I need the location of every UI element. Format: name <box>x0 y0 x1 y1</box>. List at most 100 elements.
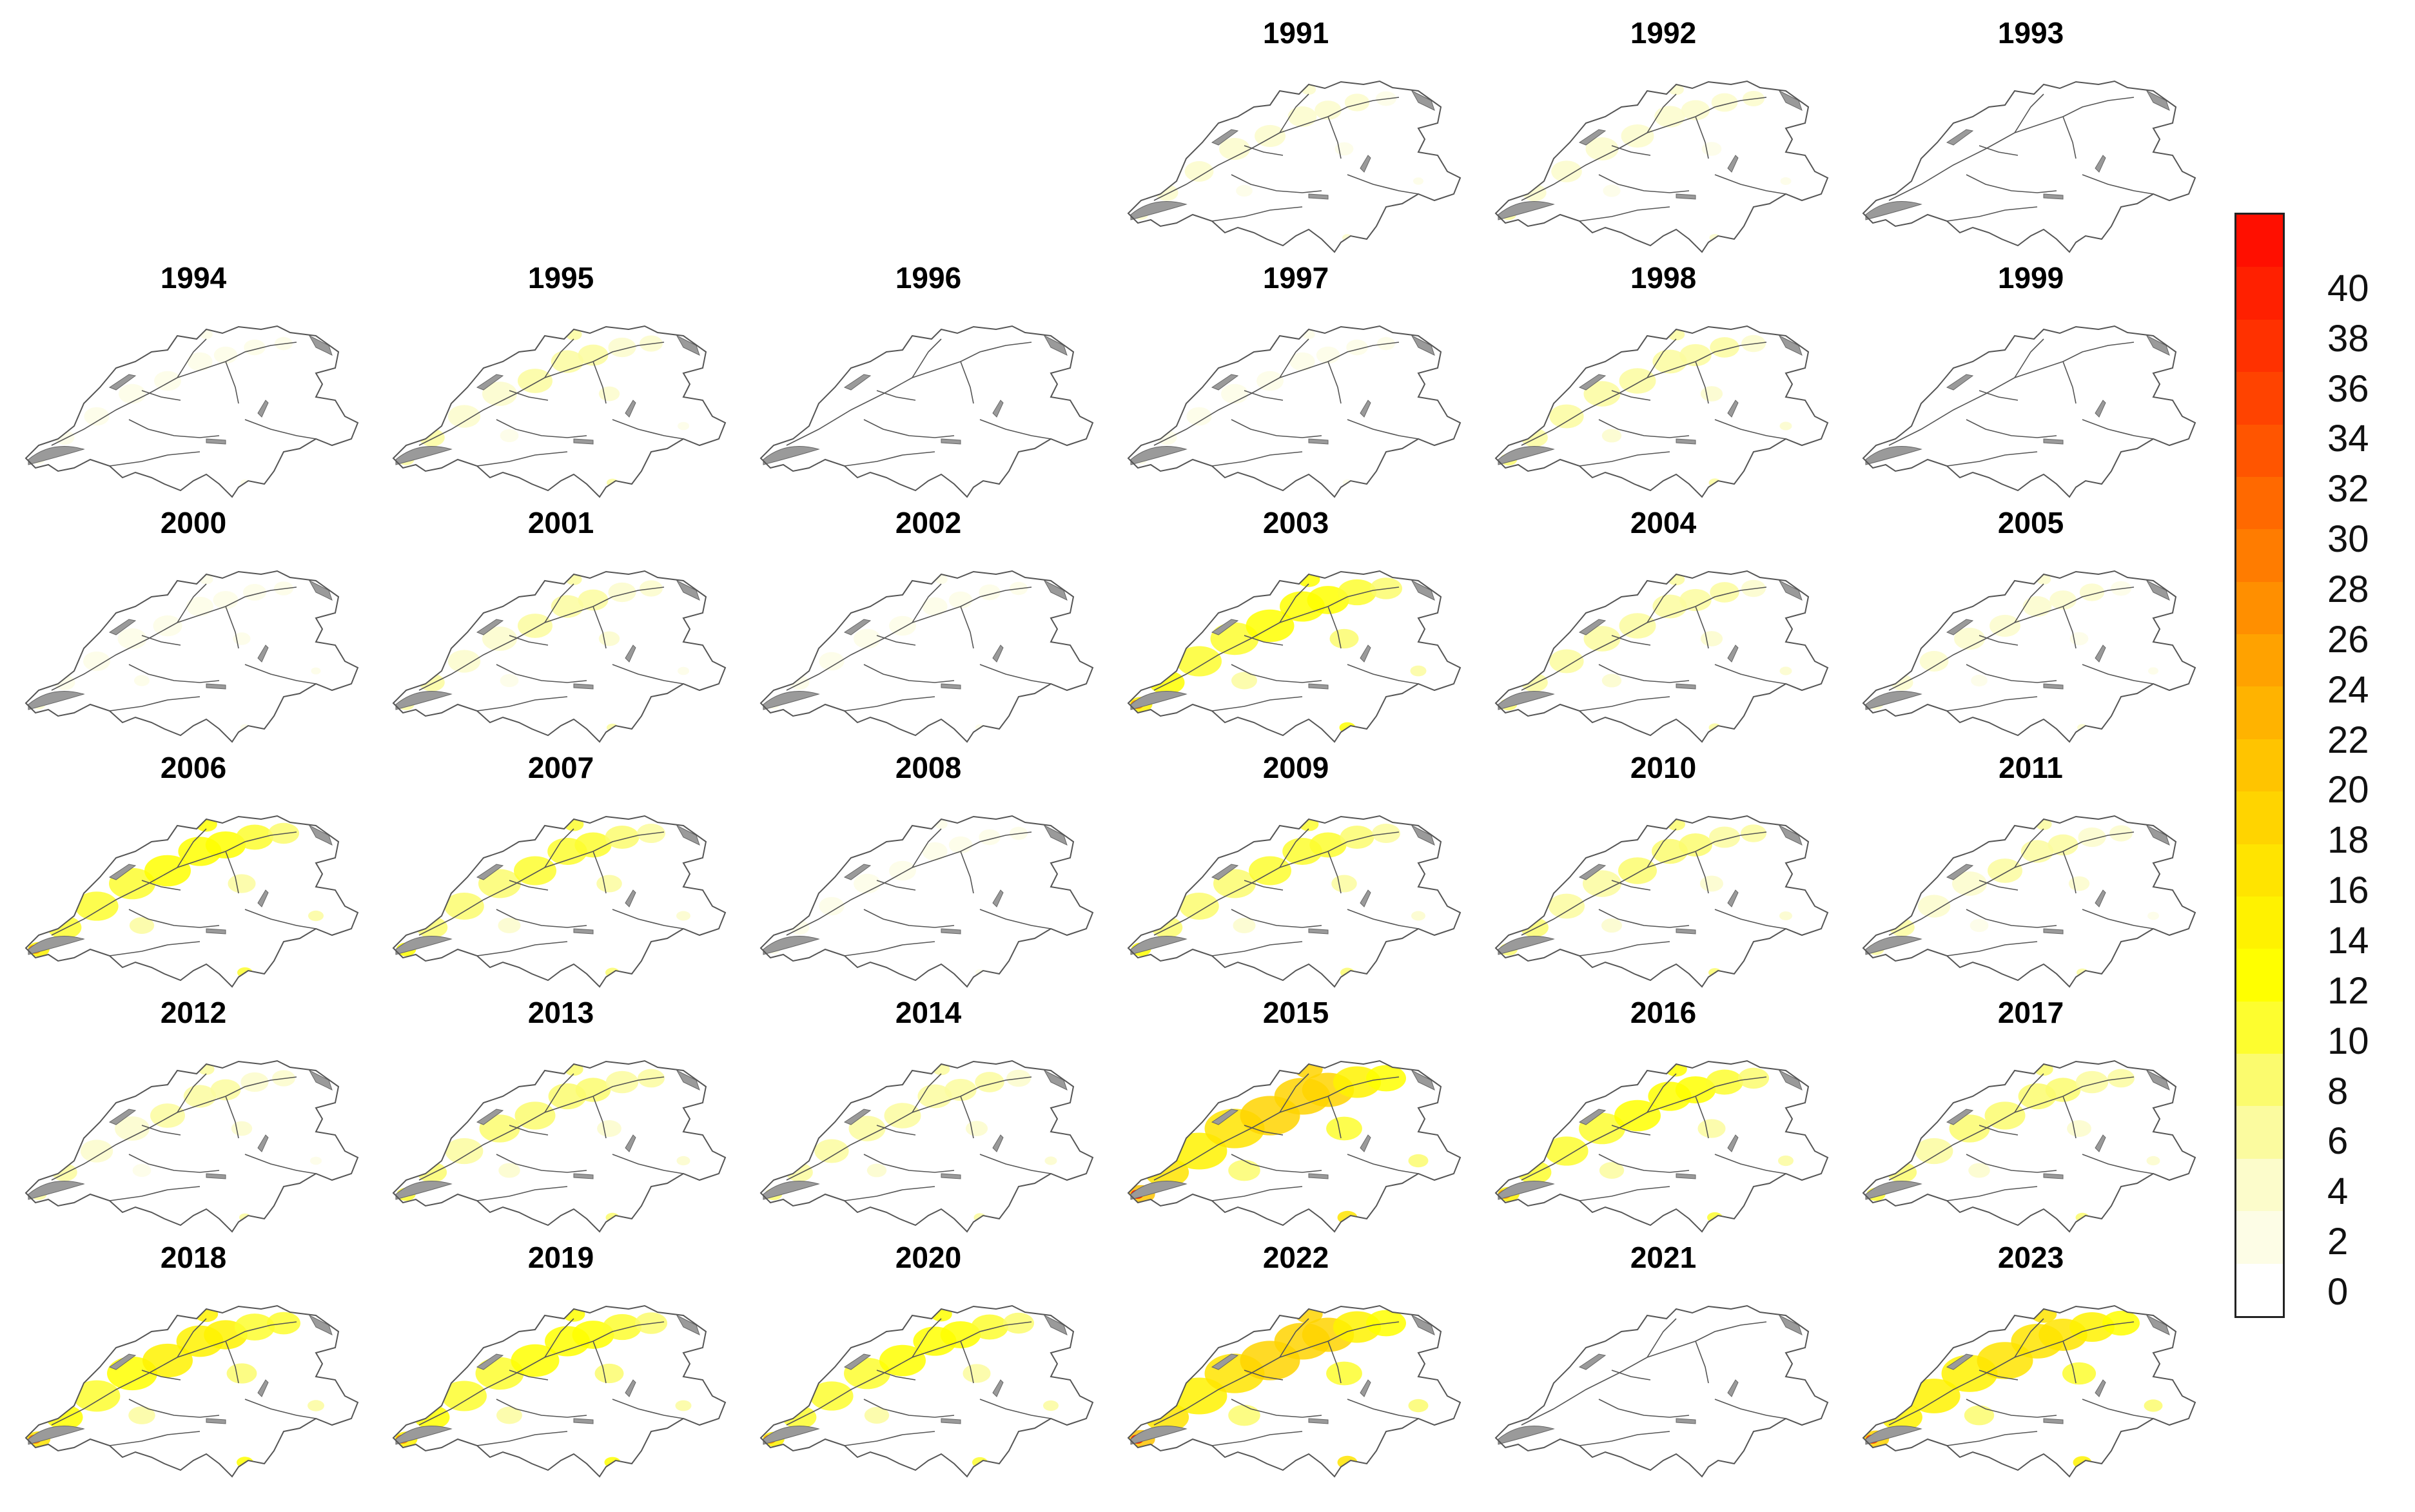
river-line <box>979 664 1051 684</box>
heat-patch <box>84 407 110 426</box>
heat-patch <box>210 1079 241 1101</box>
heat-patch <box>119 383 146 404</box>
heat-patch <box>1184 161 1214 182</box>
lake-shape <box>395 1426 453 1445</box>
heat-layer <box>767 819 1028 976</box>
river-line <box>1714 419 1786 440</box>
heat-patch <box>1988 858 2022 883</box>
heat-patch <box>1289 352 1315 371</box>
lake-shape <box>1727 155 1739 173</box>
river-line <box>1888 1096 2064 1181</box>
heat-patch <box>965 1121 988 1136</box>
map-panel-2008: 2008 <box>748 751 1109 996</box>
river-line <box>979 909 1051 929</box>
lake-shape <box>1865 1426 1922 1445</box>
switzerland-map <box>24 1060 359 1233</box>
colorbar-segment <box>2236 581 2283 635</box>
lake-shape <box>573 1418 594 1424</box>
river-line <box>912 828 942 868</box>
river-line <box>1211 1431 1303 1446</box>
colorbar-segment <box>2236 529 2283 583</box>
map-panel-2003: 2003 <box>1115 506 1476 751</box>
lake-shape <box>1360 889 1371 907</box>
lake-shape <box>1211 374 1239 391</box>
river-line <box>1579 941 1670 956</box>
panel-year-title: 2015 <box>1262 996 1329 1029</box>
colorbar-tick-label: 18 <box>2327 819 2369 862</box>
river-line <box>1153 1096 1329 1181</box>
river-line <box>1521 116 1696 201</box>
panel-year-title: 2003 <box>1262 506 1329 539</box>
river-line <box>1598 664 1690 683</box>
lake-shape <box>2095 400 2106 418</box>
heat-patch <box>1700 631 1723 646</box>
panel-year-title: 1994 <box>160 261 227 295</box>
river-line <box>1153 361 1329 446</box>
lake-shape <box>257 400 269 418</box>
heat-patch <box>1970 918 1989 933</box>
river-line <box>2062 342 2135 362</box>
map-panel-2009: 2009 <box>1115 751 1476 996</box>
heat-patch <box>1886 1162 1917 1183</box>
panel-year-title: 2005 <box>1997 506 2064 539</box>
map-panel-1995: 1995 <box>380 261 741 506</box>
lake-shape <box>763 691 820 710</box>
heat-patch <box>678 422 689 431</box>
switzerland-map <box>392 1060 727 1233</box>
heat-patch <box>1968 1163 1990 1178</box>
lake-shape <box>1308 438 1329 445</box>
heat-patch <box>442 1381 487 1411</box>
river-line <box>1211 206 1303 222</box>
lake-shape <box>676 1314 700 1335</box>
colorbar-segment <box>2236 1158 2283 1212</box>
map-panel-1997: 1997 <box>1115 261 1476 506</box>
river-line <box>960 851 974 894</box>
river-line <box>1327 97 1400 117</box>
map-panel-2010: 2010 <box>1483 751 1844 996</box>
river-line <box>979 419 1051 440</box>
heat-patch <box>598 631 620 646</box>
heat-patch <box>1186 407 1212 426</box>
lake-shape <box>2043 193 2064 200</box>
heat-patch <box>511 1344 560 1377</box>
switzerland-map <box>24 815 359 988</box>
heat-patch <box>678 666 689 675</box>
river-line <box>1611 635 1651 646</box>
river-line <box>960 361 974 404</box>
river-line <box>225 342 297 362</box>
river-line <box>1327 1096 1342 1139</box>
colorbar-segment <box>2236 267 2283 320</box>
river-line <box>244 664 317 684</box>
lake-shape <box>1211 1109 1239 1125</box>
lake-shape <box>1865 1181 1922 1200</box>
heat-patch <box>2030 1306 2057 1323</box>
country-border <box>759 1060 1094 1233</box>
river-line <box>592 342 665 362</box>
heat-patch <box>444 893 484 920</box>
river-line <box>863 664 955 683</box>
panel-year-title: 1991 <box>1262 16 1329 50</box>
river-line <box>2082 419 2154 440</box>
heat-patch <box>1231 672 1257 690</box>
river-line <box>177 1073 207 1113</box>
river-line <box>1521 1096 1696 1181</box>
river-line <box>2062 361 2077 404</box>
river-line <box>1244 635 1284 646</box>
river-line <box>1327 586 1400 607</box>
lake-shape <box>1130 936 1188 955</box>
switzerland-map <box>759 815 1094 988</box>
panel-year-title: 2013 <box>527 996 594 1029</box>
lake-shape <box>625 1379 636 1397</box>
switzerland-map <box>1494 325 1829 498</box>
heat-patch <box>1551 160 1582 182</box>
river-line <box>960 1096 974 1139</box>
panel-year-title: 2014 <box>895 996 962 1029</box>
river-line <box>1244 1370 1284 1381</box>
panel-year-title: 2019 <box>527 1241 594 1274</box>
river-line <box>2062 1341 2077 1384</box>
river-line <box>1714 909 1786 929</box>
river-line <box>844 696 935 712</box>
map-panel-2005: 2005 <box>1850 506 2211 751</box>
heat-patch <box>1621 124 1654 148</box>
switzerland-map <box>1127 815 1462 988</box>
